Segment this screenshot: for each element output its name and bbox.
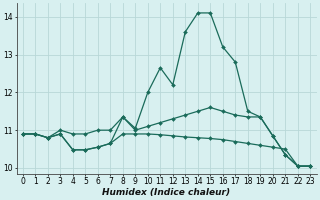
X-axis label: Humidex (Indice chaleur): Humidex (Indice chaleur)	[102, 188, 231, 197]
